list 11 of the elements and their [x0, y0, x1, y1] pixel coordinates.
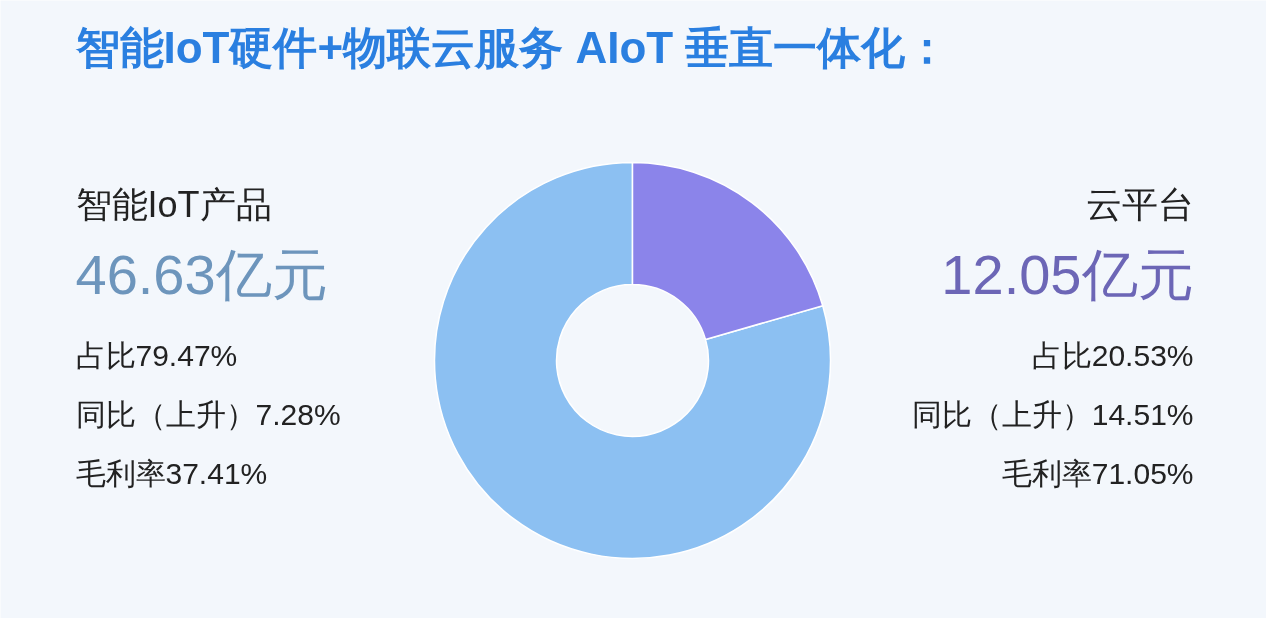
- slice-label: 智能IoT产品: [75, 184, 272, 225]
- slice-label: 云平台: [1085, 184, 1194, 225]
- data-label: 12.05亿元: [941, 243, 1194, 306]
- data-label: 46.63亿元: [75, 243, 328, 306]
- text: 同比（上升）14.51%: [911, 398, 1194, 431]
- text: 同比（上升）7.28%: [75, 398, 341, 431]
- text: 占比79.47%: [75, 339, 238, 372]
- chart-title: 智能IoT硬件+物联云服务 AIoT 垂直一体化：: [74, 23, 950, 72]
- text: 毛利率71.05%: [1001, 457, 1194, 490]
- text: 毛利率37.41%: [75, 457, 268, 490]
- text: 占比20.53%: [1031, 339, 1194, 372]
